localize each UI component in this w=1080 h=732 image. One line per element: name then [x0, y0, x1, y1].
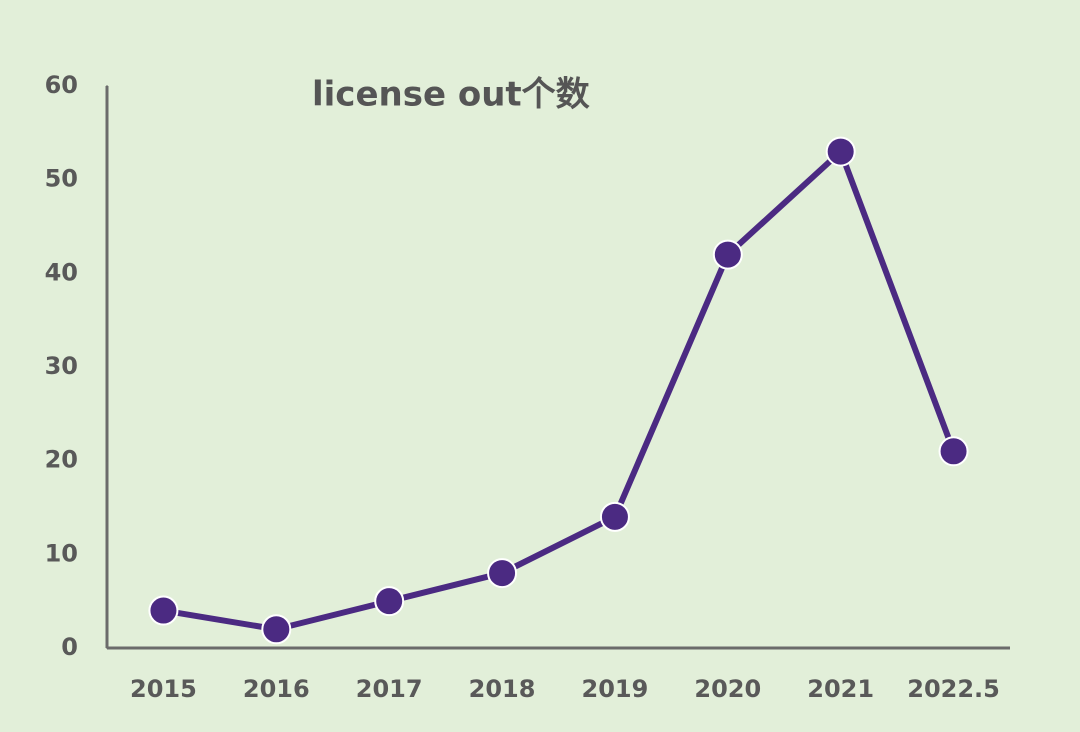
marker	[148, 595, 179, 626]
y-tick-label: 10	[45, 539, 78, 567]
x-tick-label: 2022.5	[907, 675, 1000, 703]
marker	[599, 501, 630, 532]
marker	[487, 558, 518, 589]
x-tick-label: 2015	[130, 675, 197, 703]
y-tick-label: 40	[45, 258, 78, 286]
x-tick-label: 2021	[807, 675, 874, 703]
y-tick-label: 30	[45, 352, 78, 380]
marker	[374, 586, 405, 617]
marker	[712, 239, 743, 270]
x-tick-label: 2017	[356, 675, 423, 703]
y-tick-label: 20	[45, 446, 78, 474]
y-tick-label: 50	[45, 165, 78, 193]
y-tick-label: 60	[45, 71, 78, 99]
x-tick-label: 2020	[694, 675, 761, 703]
x-tick-label: 2016	[243, 675, 310, 703]
y-tick-label: 0	[61, 633, 78, 661]
marker	[825, 136, 856, 167]
marker	[261, 614, 292, 645]
x-tick-label: 2018	[469, 675, 536, 703]
x-tick-label: 2019	[582, 675, 649, 703]
line	[162, 148, 957, 633]
chart-title: license out个数	[312, 75, 590, 115]
marker	[938, 436, 969, 467]
